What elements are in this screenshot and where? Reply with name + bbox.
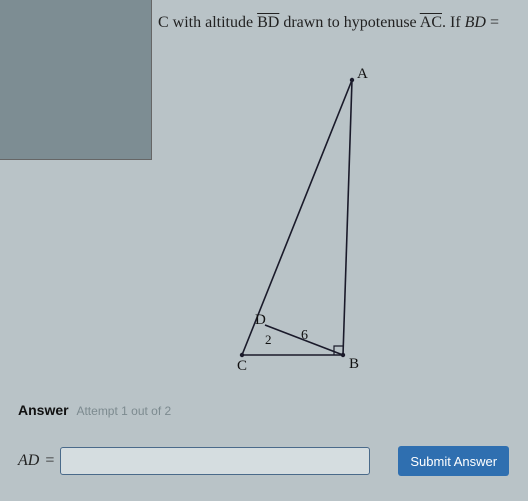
- segment-db-length: 6: [301, 328, 308, 344]
- question-part4: =: [486, 14, 499, 31]
- triangle-diagram: A B C D 2 6: [195, 70, 395, 370]
- answer-section: Answer Attempt 1 out of 2 AD = Submit An…: [18, 402, 518, 476]
- vertex-d-label: D: [255, 312, 266, 329]
- equals-sign: =: [45, 452, 54, 470]
- question-part2: drawn to hypotenuse: [279, 14, 419, 31]
- var-bd: BD: [465, 14, 486, 31]
- segment-ac: AC: [420, 14, 442, 31]
- segment-cd-length: 2: [265, 332, 272, 348]
- vertex-a-label: A: [357, 66, 368, 83]
- answer-input-row: AD = Submit Answer: [18, 446, 518, 476]
- attempt-text: Attempt 1 out of 2: [76, 404, 171, 418]
- vertex-c-label: C: [237, 358, 247, 375]
- submit-answer-button[interactable]: Submit Answer: [398, 446, 509, 476]
- question-part1: with altitude: [169, 14, 257, 31]
- cropped-overlay: [0, 0, 152, 160]
- answer-heading-row: Answer Attempt 1 out of 2: [18, 402, 518, 418]
- answer-input[interactable]: [60, 447, 370, 475]
- answer-variable: AD: [18, 452, 39, 470]
- question-text: C with altitude BD drawn to hypotenuse A…: [152, 10, 528, 36]
- answer-heading: Answer: [18, 402, 69, 418]
- segment-bd: BD: [257, 14, 279, 31]
- question-part3: . If: [442, 14, 465, 31]
- triangle-svg: [195, 70, 395, 370]
- question-fragment-c: C: [158, 14, 169, 31]
- vertex-b-label: B: [349, 356, 359, 373]
